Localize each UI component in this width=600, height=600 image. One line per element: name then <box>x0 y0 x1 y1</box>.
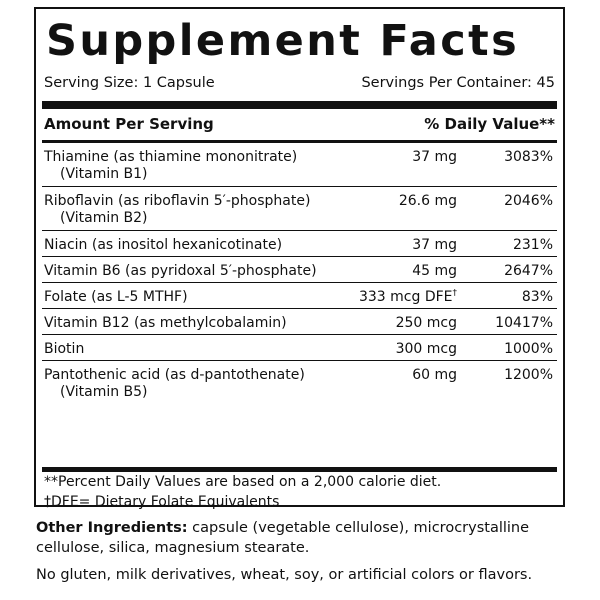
nutrient-daily-value: 3083% <box>504 149 553 165</box>
header-divider <box>42 140 557 143</box>
nutrient-name-sub: (Vitamin B5) <box>60 384 148 400</box>
thick-divider <box>42 101 557 109</box>
nutrient-daily-value: 10417% <box>495 315 553 331</box>
nutrient-amount: 250 mcg <box>395 315 457 331</box>
nutrient-daily-value: 2647% <box>504 263 553 279</box>
nutrient-name-sub: (Vitamin B2) <box>60 210 148 226</box>
footer-divider <box>42 467 557 472</box>
panel-title: Supplement Facts <box>46 16 520 66</box>
nutrient-name: Vitamin B6 (as pyridoxal 5′-phosphate) <box>44 263 317 279</box>
amount-per-serving-header: Amount Per Serving <box>44 115 214 133</box>
serving-size: Serving Size: 1 Capsule <box>44 75 215 91</box>
nutrient-name-main: Riboflavin (as riboflavin 5′-phosphate) <box>44 193 311 209</box>
nutrient-name-sub: (Vitamin B1) <box>60 166 148 182</box>
nutrient-amount-value: 333 mcg DFE <box>358 289 453 305</box>
nutrient-name: Biotin <box>44 341 85 357</box>
nutrient-amount: 333 mcg DFE† <box>359 289 457 306</box>
nutrient-amount: 300 mcg <box>395 341 457 357</box>
other-information: Other Ingredients: capsule (vegetable ce… <box>36 518 566 585</box>
nutrient-row-vitamin-b6: Vitamin B6 (as pyridoxal 5′-phosphate) 4… <box>42 257 557 283</box>
nutrient-amount: 37 mg <box>412 149 457 165</box>
nutrient-amount: 26.6 mg <box>398 193 457 209</box>
nutrient-daily-value: 231% <box>512 237 553 253</box>
nutrient-name-main: Pantothenic acid (as d-pantothenate) <box>44 367 305 383</box>
nutrient-amount: 45 mg <box>412 263 457 279</box>
dfe-footnote: †DFE= Dietary Folate Equivalents <box>44 494 280 510</box>
other-ingredients-label: Other Ingredients: <box>36 520 188 536</box>
nutrient-name: Pantothenic acid (as d-pantothenate) (Vi… <box>44 367 366 401</box>
nutrient-daily-value: 2046% <box>504 193 553 209</box>
dagger-mark: † <box>452 288 458 299</box>
other-ingredients-text: capsule (vegetable cellulose), microcrys… <box>36 520 530 556</box>
column-header: Amount Per Serving % Daily Value** <box>44 113 555 135</box>
allergen-statement: No gluten, milk derivatives, wheat, soy,… <box>36 567 533 583</box>
nutrient-row-niacin: Niacin (as inositol hexanicotinate) 37 m… <box>42 231 557 257</box>
nutrient-row-biotin: Biotin 300 mcg 1000% <box>42 335 557 361</box>
nutrient-name: Folate (as L-5 MTHF) <box>44 289 188 305</box>
nutrient-row-folate: Folate (as L-5 MTHF) 333 mcg DFE† 83% <box>42 283 557 309</box>
nutrient-name: Vitamin B12 (as methylcobalamin) <box>44 315 287 331</box>
supplement-facts-panel: Supplement Facts Serving Size: 1 Capsule… <box>34 7 565 510</box>
nutrient-table: Thiamine (as thiamine mononitrate) (Vita… <box>42 143 557 405</box>
nutrient-row-thiamine: Thiamine (as thiamine mononitrate) (Vita… <box>42 143 557 187</box>
nutrient-name: Niacin (as inositol hexanicotinate) <box>44 237 283 253</box>
nutrient-row-riboflavin: Riboflavin (as riboflavin 5′-phosphate) … <box>42 187 557 231</box>
nutrient-row-pantothenic-acid: Pantothenic acid (as d-pantothenate) (Vi… <box>42 361 557 405</box>
nutrient-amount: 37 mg <box>412 237 457 253</box>
nutrient-daily-value: 1200% <box>504 367 553 383</box>
footnotes: **Percent Daily Values are based on a 2,… <box>44 471 555 511</box>
serving-info: Serving Size: 1 Capsule Servings Per Con… <box>44 73 555 93</box>
daily-value-footnote: **Percent Daily Values are based on a 2,… <box>44 474 442 490</box>
nutrient-name-main: Thiamine (as thiamine mononitrate) <box>44 149 298 165</box>
nutrient-name: Riboflavin (as riboflavin 5′-phosphate) … <box>44 193 366 227</box>
nutrient-name: Thiamine (as thiamine mononitrate) (Vita… <box>44 149 366 183</box>
nutrient-amount: 60 mg <box>412 367 457 383</box>
other-ingredients: Other Ingredients: capsule (vegetable ce… <box>36 518 566 558</box>
nutrient-row-vitamin-b12: Vitamin B12 (as methylcobalamin) 250 mcg… <box>42 309 557 335</box>
servings-per-container: Servings Per Container: 45 <box>361 75 555 91</box>
nutrient-daily-value: 1000% <box>504 341 553 357</box>
nutrient-daily-value: 83% <box>521 289 553 305</box>
daily-value-header: % Daily Value** <box>424 115 555 133</box>
